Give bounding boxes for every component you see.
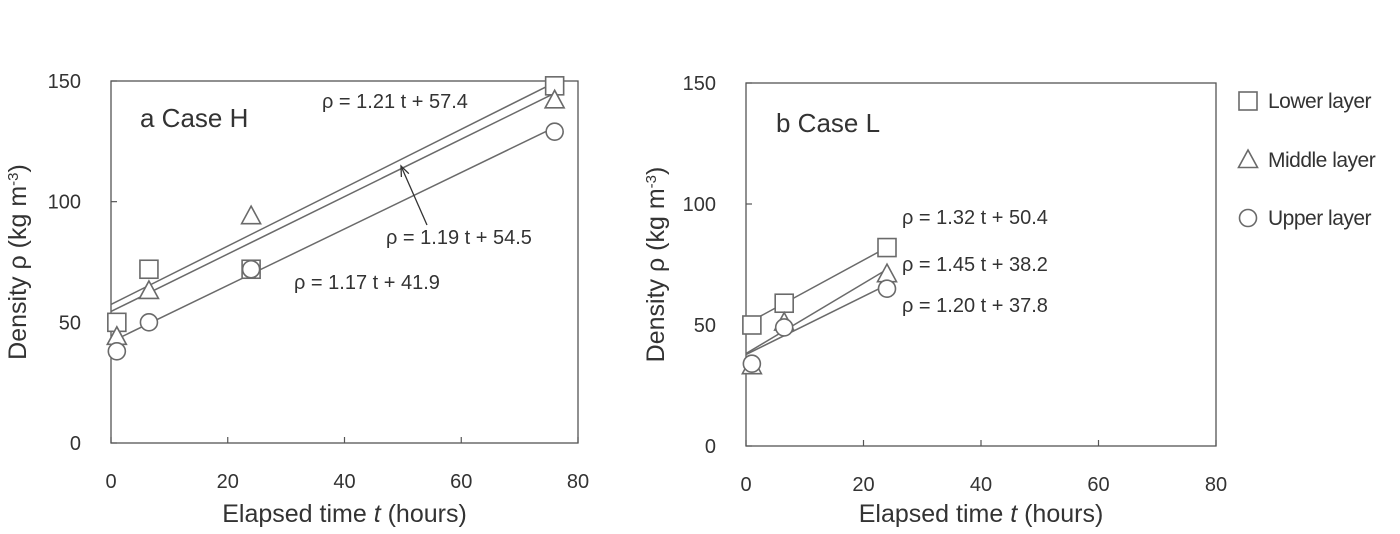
x-axis-title-suffix: (hours) bbox=[1017, 500, 1103, 528]
data-point-upper-layer bbox=[241, 259, 261, 279]
data-point-upper-layer bbox=[107, 341, 127, 361]
x-tick-label: 60 bbox=[1087, 474, 1109, 496]
x-tick-label: 20 bbox=[217, 471, 239, 493]
chart-panel-a: 0 20 40 60 80 0 50 100 150 a Case H Elapsed time t… bbox=[4, 71, 589, 528]
data-point-lower-layer bbox=[774, 293, 794, 314]
x-tick-label: 80 bbox=[567, 471, 589, 493]
data-point-upper-layer bbox=[774, 318, 794, 337]
x-tick-label: 0 bbox=[740, 474, 751, 496]
y-axis-title-exponent: -3 bbox=[643, 175, 660, 188]
y-axis-title-main: Density ρ (kg m bbox=[4, 186, 32, 360]
y-tick-label: 0 bbox=[70, 433, 81, 455]
y-tick-label: 150 bbox=[48, 71, 81, 93]
y-axis-title: Density ρ (kg m-3) bbox=[642, 167, 670, 363]
y-tick-label: 150 bbox=[683, 73, 716, 95]
legend-marker-triangle bbox=[1237, 148, 1259, 169]
y-axis-title-main: Density ρ (kg m bbox=[642, 188, 670, 362]
x-tick-label: 0 bbox=[105, 471, 116, 493]
data-point-upper-layer bbox=[139, 313, 159, 332]
x-tick-label: 80 bbox=[1205, 474, 1227, 496]
legend-marker-circle bbox=[1238, 208, 1258, 228]
x-axis-title-prefix: Elapsed time bbox=[222, 500, 373, 528]
x-axis-title: Elapsed time t (hours) bbox=[222, 500, 467, 528]
fit-line-upper-layer bbox=[110, 126, 555, 343]
data-point-lower-layer bbox=[139, 259, 159, 280]
y-tick-label: 100 bbox=[48, 192, 81, 214]
legend-label: Upper layer bbox=[1268, 207, 1372, 230]
y-axis-title-exponent: -3 bbox=[5, 173, 22, 186]
panel-label: a Case H bbox=[140, 103, 248, 133]
legend-marker-square bbox=[1238, 91, 1258, 111]
y-tick-label: 100 bbox=[683, 194, 716, 216]
legend-label: Middle layer bbox=[1268, 149, 1376, 172]
x-axis-title: Elapsed time t (hours) bbox=[859, 500, 1104, 528]
fit-equation-lower-layer: ρ = 1.32 t + 50.4 bbox=[902, 207, 1048, 229]
data-point-upper-layer bbox=[545, 122, 564, 141]
data-point-upper-layer bbox=[742, 354, 762, 374]
chart-panel-b: 0 20 40 60 80 0 50 100 150 b Case L Elapsed time t… bbox=[642, 73, 1227, 528]
fit-equation-upper-layer: ρ = 1.17 t + 41.9 bbox=[294, 272, 440, 294]
data-point-middle-layer bbox=[543, 88, 566, 109]
y-tick-label: 0 bbox=[705, 436, 716, 458]
fit-equation-middle-layer: ρ = 1.19 t + 54.5 bbox=[386, 227, 532, 249]
fit-equation-middle-layer: ρ = 1.45 t + 38.2 bbox=[902, 254, 1048, 276]
fit-line-middle-layer bbox=[745, 268, 888, 355]
fit-line-upper-layer bbox=[745, 284, 888, 356]
plot-frame bbox=[110, 80, 579, 444]
legend-label: Lower layer bbox=[1268, 90, 1372, 113]
fit-equation-upper-layer: ρ = 1.20 t + 37.8 bbox=[902, 295, 1048, 317]
y-axis-title-close: ) bbox=[4, 164, 32, 172]
x-axis-title-variable: t bbox=[1010, 500, 1018, 528]
x-tick-label: 40 bbox=[333, 471, 355, 493]
y-axis-title-close: ) bbox=[642, 167, 670, 175]
y-tick-label: 50 bbox=[59, 312, 81, 334]
legend: Lower layer Middle layer Upper layer bbox=[1237, 90, 1376, 230]
data-point-middle-layer bbox=[138, 279, 160, 300]
panel-label: b Case L bbox=[776, 108, 880, 138]
y-tick-label: 50 bbox=[694, 315, 716, 337]
x-tick-label: 20 bbox=[852, 474, 874, 496]
y-axis-title: Density ρ (kg m-3) bbox=[4, 164, 32, 360]
fit-line-middle-layer bbox=[110, 92, 555, 313]
x-tick-label: 40 bbox=[970, 474, 992, 496]
data-point-upper-layer bbox=[877, 279, 897, 299]
fit-equation-lower-layer: ρ = 1.21 t + 57.4 bbox=[322, 91, 468, 113]
data-point-middle-layer bbox=[240, 204, 262, 225]
data-point-lower-layer bbox=[742, 315, 762, 335]
data-point-lower-layer bbox=[877, 237, 897, 258]
x-tick-label: 60 bbox=[450, 471, 472, 493]
annotation-arrow-head bbox=[400, 164, 410, 178]
x-axis-title-variable: t bbox=[374, 500, 382, 528]
fit-line-lower-layer bbox=[745, 246, 888, 325]
annotation-arrow-line bbox=[400, 165, 428, 226]
x-axis-title-prefix: Elapsed time bbox=[859, 500, 1010, 528]
fit-line-lower-layer bbox=[110, 81, 555, 306]
x-axis-title-suffix: (hours) bbox=[381, 500, 467, 528]
